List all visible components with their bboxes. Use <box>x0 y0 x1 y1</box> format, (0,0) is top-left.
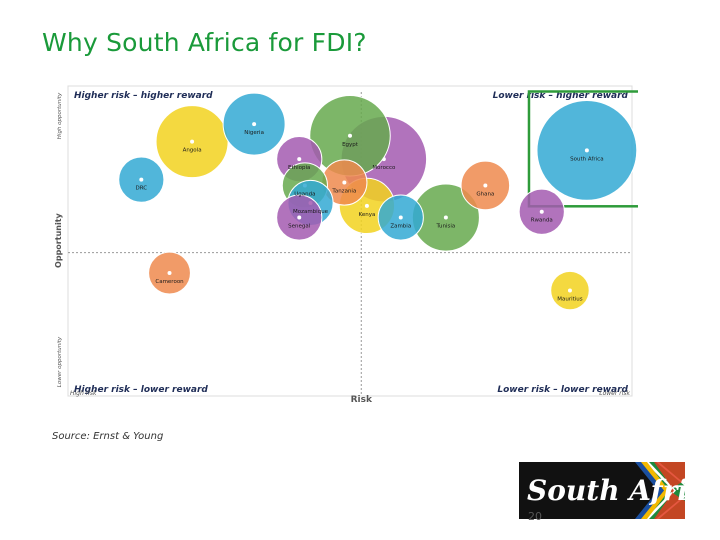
bubble-chart: Higher risk – higher reward Lower risk – … <box>52 84 638 404</box>
slide-title: Why South Africa for FDI? <box>42 28 367 57</box>
label-rwanda: Rwanda <box>531 218 553 224</box>
label-mauritius: Mauritius <box>557 297 583 303</box>
south-africa-flag-logo: South Africa <box>519 462 685 519</box>
label-kenya: Kenya <box>359 212 376 218</box>
label-senegal: Senegal <box>288 224 311 230</box>
label-zambia: Zambia <box>390 224 411 230</box>
bubble-center-ghana <box>483 183 488 188</box>
quadrant-label-bottom-left: Higher risk – lower reward <box>74 385 208 395</box>
bubble-center-mauritius <box>567 288 572 293</box>
bubble-center-cameroon <box>167 271 172 276</box>
label-ghana: Ghana <box>476 191 494 197</box>
x-axis-label: Risk <box>351 395 373 404</box>
label-tanzania: Tanzania <box>331 189 356 195</box>
bubble-center-tunisia <box>443 215 448 220</box>
quadrant-label-bottom-right: Lower risk – lower reward <box>497 385 628 395</box>
bubble-center-senegal <box>297 215 302 220</box>
bubble-center-angola <box>190 139 195 144</box>
label-cameroon: Cameroon <box>155 279 184 285</box>
bubble-center-zambia <box>398 215 403 220</box>
bubble-center-rwanda <box>539 209 544 214</box>
x-tick-right: Lower risk <box>599 390 630 397</box>
bubble-center-south-africa <box>584 148 589 153</box>
highlight-box <box>527 90 638 208</box>
quadrant-label-top-left: Higher risk – higher reward <box>74 91 213 101</box>
label-angola: Angola <box>183 148 202 154</box>
label-morocco: Morocco <box>372 165 396 171</box>
bubble-center-drc <box>139 177 144 182</box>
label-mozambique: Mozambique <box>293 209 329 215</box>
bubble-center-ethiopia <box>297 157 302 162</box>
logo-text: South Africa <box>527 474 685 507</box>
source-note: Source: Ernst & Young <box>52 431 164 442</box>
bubble-center-kenya <box>364 203 369 208</box>
x-tick-left: High risk <box>70 390 97 397</box>
y-tick-top: High opportunity <box>57 92 63 139</box>
south-africa-logo: South Africa <box>519 462 685 519</box>
quadrant-label-top-right: Lower risk – higher reward <box>493 91 629 101</box>
bubble-center-tanzania <box>342 180 347 185</box>
label-ethiopia: Ethiopia <box>288 165 310 171</box>
label-uganda: Uganda <box>294 191 315 197</box>
label-drc: DRC <box>136 186 148 192</box>
label-south-africa: South Africa <box>570 156 603 162</box>
y-tick-bottom: Lower opportunity <box>57 336 63 387</box>
label-tunisia: Tunisia <box>435 224 455 230</box>
bubble-center-nigeria <box>252 122 257 127</box>
label-nigeria: Nigeria <box>244 130 264 136</box>
page-number: 20 <box>528 510 542 523</box>
label-egypt: Egypt <box>342 142 359 148</box>
y-axis-label: Opportunity <box>54 212 63 267</box>
chart-svg: Higher risk – higher reward Lower risk – … <box>54 85 638 404</box>
bubble-center-egypt <box>348 133 352 138</box>
chart-frame-border <box>67 85 633 397</box>
